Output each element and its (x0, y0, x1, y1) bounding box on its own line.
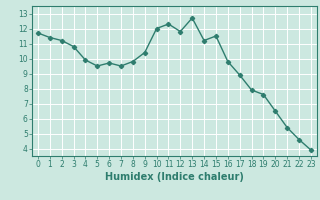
X-axis label: Humidex (Indice chaleur): Humidex (Indice chaleur) (105, 172, 244, 182)
